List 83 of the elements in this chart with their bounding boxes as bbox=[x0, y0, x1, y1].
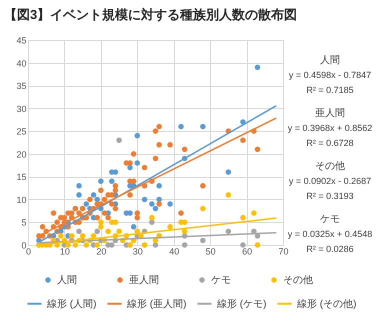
point bbox=[152, 206, 158, 212]
point bbox=[156, 183, 162, 189]
text: 人間 bbox=[320, 55, 340, 66]
point bbox=[167, 224, 173, 230]
point bbox=[94, 196, 100, 202]
legend-label: 線形 (その他) bbox=[296, 298, 356, 310]
text: y = 0.4598x - 0.7847 bbox=[288, 70, 372, 80]
x-tick-label: 10 bbox=[60, 246, 70, 256]
point bbox=[90, 192, 96, 198]
legend-label: 線形 (人間) bbox=[46, 298, 96, 310]
point bbox=[76, 228, 82, 234]
point bbox=[134, 132, 140, 138]
point bbox=[167, 201, 173, 207]
legend-label: ケモ bbox=[211, 275, 231, 286]
x-tick-label: 20 bbox=[96, 246, 106, 256]
point bbox=[178, 124, 184, 130]
y-tick-label: 35 bbox=[16, 81, 26, 92]
point bbox=[98, 219, 104, 225]
point bbox=[200, 238, 206, 244]
point bbox=[68, 233, 74, 239]
point bbox=[182, 228, 188, 234]
point bbox=[254, 64, 260, 70]
point bbox=[226, 228, 232, 234]
text: ケモ bbox=[320, 214, 340, 225]
x-tick-label: 50 bbox=[206, 246, 216, 256]
y-tick-label: 20 bbox=[16, 149, 26, 160]
text: R² = 0.6728 bbox=[306, 138, 354, 148]
y-tick-label: 5 bbox=[21, 218, 26, 228]
text: y = 0.0325x + 0.4548 bbox=[288, 229, 372, 239]
point bbox=[94, 228, 100, 234]
x-tick-label: 70 bbox=[278, 246, 289, 256]
text: y = 0.3968x + 0.8562 bbox=[288, 123, 372, 133]
x-tick-label: 40 bbox=[169, 246, 180, 256]
chart-title: 【図3】イベント規模に対する種族別人数の散布図 bbox=[4, 7, 298, 22]
point bbox=[149, 214, 155, 220]
point bbox=[134, 160, 140, 166]
legend-label: 亜人間 bbox=[129, 275, 159, 286]
point bbox=[240, 242, 246, 248]
point bbox=[58, 233, 64, 239]
legend-label: 線形 (亜人間) bbox=[126, 298, 186, 310]
point bbox=[254, 242, 260, 248]
point bbox=[226, 169, 232, 175]
point bbox=[80, 233, 86, 239]
point bbox=[240, 214, 246, 220]
y-tick-label: 30 bbox=[16, 104, 26, 114]
y-tick-label: 15 bbox=[16, 172, 26, 182]
point bbox=[84, 201, 90, 207]
text: R² = 0.0286 bbox=[306, 244, 354, 254]
text: R² = 0.3193 bbox=[306, 191, 354, 201]
point bbox=[226, 192, 232, 198]
y-tick-label: 25 bbox=[16, 126, 26, 137]
point bbox=[65, 242, 71, 248]
point bbox=[94, 242, 100, 248]
legend-label: 人間 bbox=[57, 275, 77, 286]
point bbox=[200, 206, 206, 212]
point bbox=[90, 233, 96, 239]
point bbox=[116, 137, 122, 143]
point bbox=[251, 210, 257, 216]
point bbox=[72, 242, 78, 248]
point bbox=[98, 224, 104, 230]
point bbox=[76, 183, 82, 189]
point bbox=[98, 178, 104, 184]
y-tick-label: 40 bbox=[16, 58, 26, 68]
text: y = 0.0902x - 0.2687 bbox=[288, 176, 372, 186]
point bbox=[105, 228, 111, 234]
x-tick-label: 60 bbox=[242, 246, 252, 256]
point bbox=[142, 196, 148, 202]
point bbox=[84, 242, 90, 248]
point bbox=[182, 242, 188, 248]
text: R² = 0.7185 bbox=[306, 85, 354, 95]
point bbox=[109, 178, 115, 184]
legend-label: 線形 (ケモ) bbox=[216, 298, 266, 310]
legend-label: その他 bbox=[283, 274, 313, 286]
text: その他 bbox=[315, 160, 345, 172]
x-tick-label: 30 bbox=[132, 246, 143, 256]
point bbox=[130, 224, 136, 230]
y-tick-label: 10 bbox=[16, 194, 26, 205]
point bbox=[76, 192, 82, 198]
point bbox=[200, 124, 206, 130]
point bbox=[149, 201, 155, 207]
point bbox=[116, 228, 122, 234]
text: 亜人間 bbox=[315, 108, 345, 119]
y-tick-label: 45 bbox=[16, 36, 26, 46]
